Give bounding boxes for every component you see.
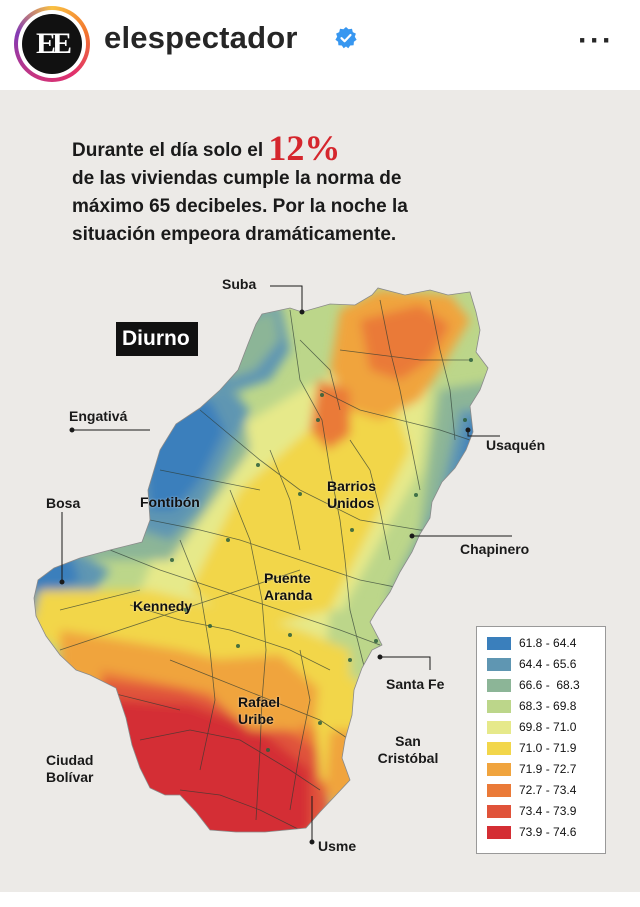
- legend-item: 73.4 - 73.9: [487, 802, 603, 821]
- legend-swatch: [487, 826, 511, 839]
- label-puente-aranda: Puente Aranda: [264, 570, 313, 603]
- legend-item: 66.6 - 68.3: [487, 676, 603, 695]
- label-chapinero: Chapinero: [460, 541, 530, 557]
- headline-line4: situación empeora dramáticamente.: [72, 224, 397, 245]
- post-header: EE elespectador ···: [0, 0, 640, 90]
- legend-item: 64.4 - 65.6: [487, 655, 603, 674]
- legend-swatch: [487, 784, 511, 797]
- legend-swatch: [487, 679, 511, 692]
- headline-line3-bold: 65 decibeles: [149, 196, 263, 217]
- more-options-icon[interactable]: ···: [578, 24, 614, 57]
- username-link[interactable]: elespectador: [104, 20, 298, 55]
- legend-swatch: [487, 721, 511, 734]
- legend-item: 69.8 - 71.0: [487, 718, 603, 737]
- avatar-logo: EE: [22, 14, 82, 74]
- headline-line2: de las viviendas cumple la norma de: [72, 168, 402, 189]
- noise-map: [33, 285, 512, 845]
- legend-item: 71.0 - 71.9: [487, 739, 603, 758]
- legend-swatch: [487, 742, 511, 755]
- legend-swatch: [487, 658, 511, 671]
- legend-swatch: [487, 763, 511, 776]
- post-footer: [0, 892, 640, 907]
- headline-percent: 12%: [268, 128, 341, 168]
- label-suba: Suba: [222, 276, 257, 292]
- profile-avatar[interactable]: EE: [14, 6, 90, 82]
- headline-line3-post: . Por la noche la: [262, 196, 408, 217]
- legend-swatch: [487, 637, 511, 650]
- headline: Durante el día solo el 12% de las vivien…: [72, 130, 472, 249]
- legend-item: 71.9 - 72.7: [487, 760, 603, 779]
- headline-line1: Durante el día solo el: [72, 140, 269, 161]
- post-image: Durante el día solo el 12% de las vivien…: [0, 90, 640, 892]
- map-title-tag: Diurno: [116, 322, 198, 356]
- legend-swatch: [487, 805, 511, 818]
- legend-item: 73.9 - 74.6: [487, 823, 603, 842]
- legend-item: 68.3 - 69.8: [487, 697, 603, 716]
- label-barrios-unidos: Barrios Unidos: [327, 478, 377, 511]
- legend-swatch: [487, 700, 511, 713]
- label-santa-fe: Santa Fe: [386, 676, 445, 692]
- label-kennedy: Kennedy: [133, 598, 193, 614]
- label-fontibon: Fontibón: [140, 494, 200, 510]
- label-engativa: Engativá: [69, 408, 128, 424]
- label-bosa: Bosa: [46, 495, 81, 511]
- headline-line3-pre: máximo: [72, 196, 150, 217]
- label-usaquen: Usaquén: [486, 437, 546, 453]
- label-ciudad-bolivar: Ciudad Bolívar: [46, 752, 94, 785]
- label-san-cristobal: San Cristóbal: [377, 733, 439, 766]
- label-rafael-uribe: Rafael Uribe: [238, 694, 281, 727]
- label-usme: Usme: [318, 838, 357, 854]
- legend-item: 61.8 - 64.4: [487, 634, 603, 653]
- legend-item: 72.7 - 73.4: [487, 781, 603, 800]
- verified-badge-icon: [335, 27, 357, 49]
- map-legend: 61.8 - 64.4 64.4 - 65.6 66.6 - 68.3 68.3…: [476, 626, 606, 854]
